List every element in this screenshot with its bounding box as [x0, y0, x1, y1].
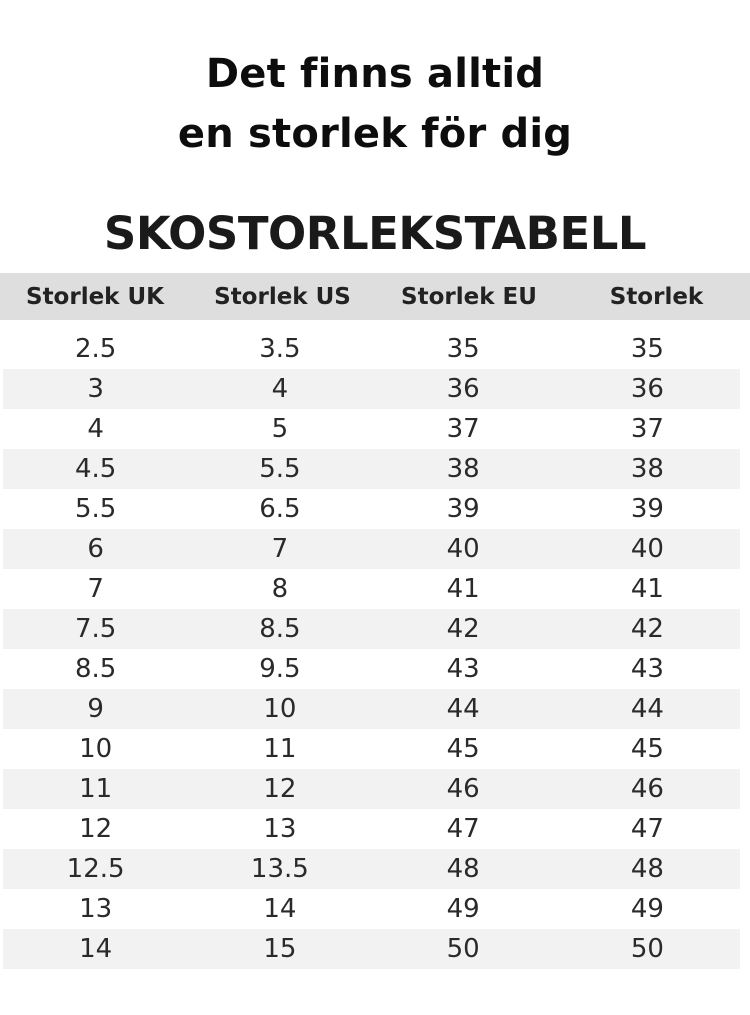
table-header-row: Storlek UK Storlek US Storlek EU Storlek	[0, 273, 750, 320]
cell-uk: 14	[79, 934, 113, 964]
cell-storlek: 40	[630, 534, 664, 564]
table-row: 14 15 50 50	[3, 929, 740, 969]
cell-us: 13.5	[250, 854, 309, 884]
cell-us: 5.5	[259, 454, 301, 484]
cell-eu: 49	[446, 894, 480, 924]
cell-uk: 7	[87, 574, 104, 604]
column-header-storlek: Storlek	[609, 283, 704, 310]
cell-eu: 35	[446, 334, 480, 364]
cell-us: 8	[271, 574, 289, 604]
table-row: 13 14 49 49	[3, 889, 740, 929]
table-body: 2.5 3.5 35 35 3 4 36 36 4 5 37 37 4.5 5.5 38 38 5.5 6.5 39…	[3, 329, 740, 969]
table-row: 2.5 3.5 35 35	[3, 329, 740, 369]
cell-storlek: 50	[630, 934, 664, 964]
cell-us: 12	[263, 774, 297, 804]
cell-eu: 40	[446, 534, 480, 564]
cell-us: 9.5	[259, 654, 301, 684]
table-row: 11 12 46 46	[3, 769, 740, 809]
cell-us: 6.5	[259, 494, 301, 524]
table-row: 7.5 8.5 42 42	[3, 609, 740, 649]
cell-uk: 5.5	[74, 494, 117, 524]
cell-us: 13	[263, 814, 297, 844]
cell-eu: 37	[446, 414, 480, 444]
cell-storlek: 48	[630, 854, 664, 884]
cell-storlek: 37	[630, 414, 664, 444]
table-row: 3 4 36 36	[3, 369, 740, 409]
cell-storlek: 35	[630, 334, 664, 364]
cell-storlek: 39	[630, 494, 664, 524]
headline-line-2: en storlek för dig	[177, 111, 573, 157]
cell-uk: 4	[87, 414, 104, 444]
cell-eu: 42	[446, 614, 480, 644]
cell-eu: 50	[446, 934, 480, 964]
cell-uk: 12.5	[66, 854, 125, 884]
cell-uk: 7.5	[74, 614, 117, 644]
cell-us: 15	[263, 934, 297, 964]
cell-eu: 38	[446, 454, 480, 484]
cell-uk: 2.5	[74, 334, 117, 364]
table-row: 6 7 40 40	[3, 529, 740, 569]
size-chart-table: Storlek UK Storlek US Storlek EU Storlek…	[0, 273, 750, 969]
headline-line-1: Det finns alltid	[205, 51, 545, 97]
cell-eu: 39	[446, 494, 480, 524]
table-row: 12 13 47 47	[3, 809, 740, 849]
cell-storlek: 47	[630, 814, 664, 844]
table-title: SKOSTORLEKSTABELL	[103, 207, 647, 260]
cell-uk: 6	[87, 534, 104, 564]
table-row: 9 10 44 44	[3, 689, 740, 729]
column-header-eu: Storlek EU	[401, 283, 537, 310]
cell-storlek: 44	[630, 694, 664, 724]
cell-uk: 8.5	[74, 654, 117, 684]
table-row: 4 5 37 37	[3, 409, 740, 449]
table-row: 12.5 13.5 48 48	[3, 849, 740, 889]
cell-us: 14	[263, 894, 297, 924]
cell-eu: 41	[446, 574, 480, 604]
cell-storlek: 42	[630, 614, 664, 644]
cell-us: 7	[271, 534, 289, 564]
cell-uk: 11	[79, 774, 113, 804]
cell-us: 8.5	[259, 614, 301, 644]
table-row: 8.5 9.5 43 43	[3, 649, 740, 689]
cell-storlek: 45	[630, 734, 664, 764]
cell-eu: 47	[446, 814, 480, 844]
cell-us: 3.5	[259, 334, 301, 364]
cell-uk: 10	[79, 734, 113, 764]
cell-storlek: 49	[630, 894, 664, 924]
table-row: 10 11 45 45	[3, 729, 740, 769]
cell-eu: 48	[446, 854, 480, 884]
cell-us: 4	[271, 374, 289, 404]
cell-uk: 9	[87, 694, 104, 724]
cell-storlek: 46	[630, 774, 664, 804]
cell-eu: 36	[446, 374, 480, 404]
column-header-uk: Storlek UK	[26, 283, 164, 310]
cell-eu: 46	[446, 774, 480, 804]
cell-eu: 43	[446, 654, 480, 684]
cell-storlek: 38	[630, 454, 664, 484]
cell-us: 10	[263, 694, 297, 724]
cell-uk: 13	[79, 894, 113, 924]
cell-eu: 45	[446, 734, 480, 764]
cell-storlek: 43	[630, 654, 664, 684]
headline: Det finns alltid en storlek för dig	[0, 44, 750, 164]
table-row: 7 8 41 41	[3, 569, 740, 609]
cell-uk: 3	[87, 374, 104, 404]
column-header-us: Storlek US	[214, 283, 351, 310]
cell-uk: 12	[79, 814, 113, 844]
cell-eu: 44	[446, 694, 480, 724]
cell-uk: 4.5	[74, 454, 117, 484]
cell-storlek: 36	[630, 374, 664, 404]
cell-us: 11	[263, 734, 297, 764]
table-row: 5.5 6.5 39 39	[3, 489, 740, 529]
cell-us: 5	[271, 414, 289, 444]
cell-storlek: 41	[630, 574, 664, 604]
table-row: 4.5 5.5 38 38	[3, 449, 740, 489]
